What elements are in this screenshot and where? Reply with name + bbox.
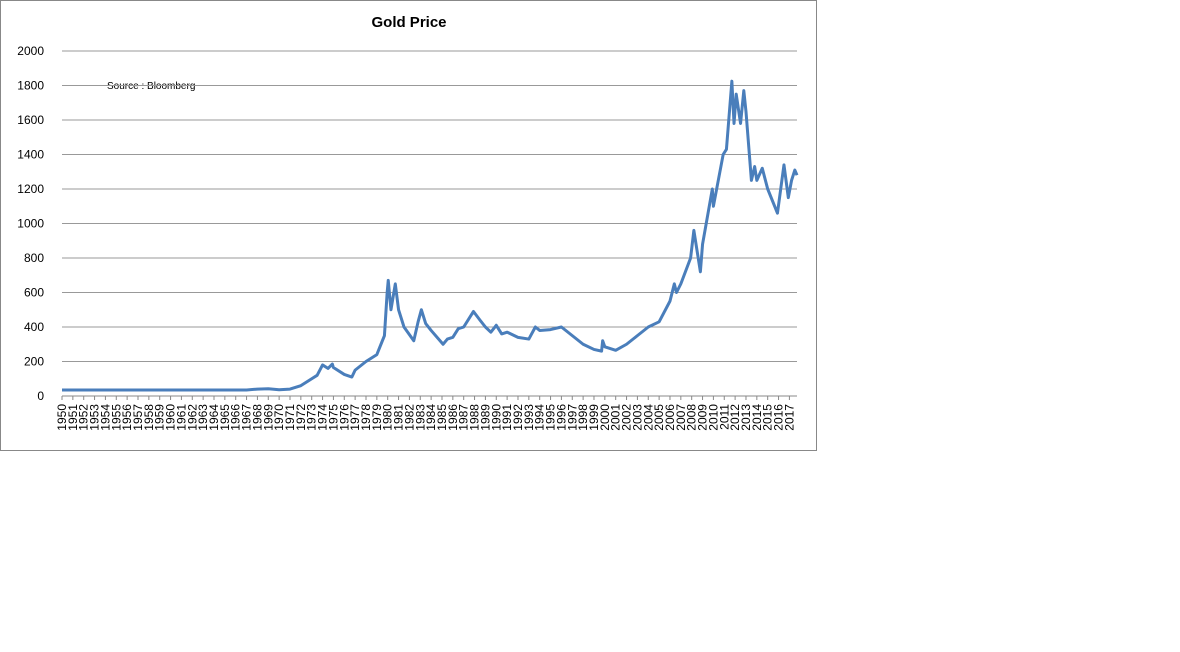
x-tick-label: 2012 xyxy=(728,404,742,431)
y-tick-label: 200 xyxy=(24,355,44,369)
x-tick-label: 1989 xyxy=(478,404,492,431)
x-tick-label: 1976 xyxy=(337,404,351,431)
x-tick-label: 1959 xyxy=(153,404,167,431)
x-tick-label: 2007 xyxy=(674,404,688,431)
x-tick-label: 1965 xyxy=(218,404,232,431)
x-tick-label: 1993 xyxy=(522,404,536,431)
x-tick-label: 1980 xyxy=(381,404,395,431)
y-tick-label: 2000 xyxy=(17,44,44,58)
x-tick-label: 1967 xyxy=(240,404,254,431)
x-tick-label: 1966 xyxy=(229,404,243,431)
x-tick-label: 2003 xyxy=(630,404,644,431)
x-tick-label: 2014 xyxy=(750,404,764,431)
x-tick-label: 1995 xyxy=(544,404,558,431)
x-tick-label: 1974 xyxy=(316,404,330,431)
x-tick-label: 1960 xyxy=(164,404,178,431)
x-tick-label: 1975 xyxy=(326,404,340,431)
y-tick-label: 0 xyxy=(37,389,44,403)
x-tick-label: 2008 xyxy=(685,404,699,431)
x-tick-label: 1985 xyxy=(435,404,449,431)
x-tick-label: 2001 xyxy=(609,404,623,431)
x-tick-label: 1961 xyxy=(174,404,188,431)
annotation: Source : Bloomberg xyxy=(107,81,195,92)
x-tick-label: 1979 xyxy=(370,404,384,431)
x-tick-label: 1971 xyxy=(283,404,297,431)
y-tick-label: 1800 xyxy=(17,79,44,93)
x-tick-label: 1973 xyxy=(305,404,319,431)
x-tick-label: 1955 xyxy=(109,404,123,431)
x-tick-label: 1962 xyxy=(185,404,199,431)
x-tick-label: 1986 xyxy=(446,404,460,431)
x-tick-label: 2000 xyxy=(598,404,612,431)
x-tick-label: 2017 xyxy=(782,404,796,431)
x-tick-label: 1994 xyxy=(533,404,547,431)
price-line xyxy=(62,79,799,392)
x-tick-label: 1984 xyxy=(424,404,438,431)
x-tick-label: 1997 xyxy=(565,404,579,431)
x-tick-label: 1991 xyxy=(500,404,514,431)
x-tick-label: 1992 xyxy=(511,404,525,431)
x-tick-label: 1996 xyxy=(554,404,568,431)
x-tick-label: 1990 xyxy=(489,404,503,431)
x-tick-label: 2016 xyxy=(772,404,786,431)
x-tick-label: 1950 xyxy=(55,404,69,431)
chart-frame xyxy=(0,0,817,451)
x-tick-label: 2006 xyxy=(663,404,677,431)
y-tick-label: 1000 xyxy=(17,217,44,231)
x-tick-label: 1956 xyxy=(120,404,134,431)
x-tick-label: 1978 xyxy=(359,404,373,431)
y-tick-label: 600 xyxy=(24,286,44,300)
x-tick-label: 2013 xyxy=(739,404,753,431)
x-tick-label: 1972 xyxy=(294,404,308,431)
y-tick-label: 1200 xyxy=(17,182,44,196)
x-tick-label: 2011 xyxy=(717,404,731,430)
x-tick-label: 1954 xyxy=(98,404,112,431)
y-tick-label: 1400 xyxy=(17,148,44,162)
x-tick-label: 1982 xyxy=(402,404,416,431)
x-tick-label: 1964 xyxy=(207,404,221,431)
x-tick-label: 1953 xyxy=(88,404,102,431)
x-tick-label: 2009 xyxy=(696,404,710,431)
x-tick-label: 1977 xyxy=(348,404,362,431)
x-tick-label: 2015 xyxy=(761,404,775,431)
x-tick-label: 1952 xyxy=(77,404,91,431)
x-tick-label: 2002 xyxy=(620,404,634,431)
x-tick-label: 2005 xyxy=(652,404,666,431)
x-tick-label: 1988 xyxy=(468,404,482,431)
x-tick-label: 2004 xyxy=(641,404,655,431)
x-tick-label: 1999 xyxy=(587,404,601,431)
x-tick-label: 1969 xyxy=(261,404,275,431)
x-tick-label: 1951 xyxy=(66,404,80,431)
y-tick-label: 800 xyxy=(24,251,44,265)
chart-title: Gold Price xyxy=(371,14,446,31)
y-tick-label: 1600 xyxy=(17,113,44,127)
x-tick-label: 1998 xyxy=(576,404,590,431)
x-tick-label: 1957 xyxy=(131,404,145,431)
x-tick-label: 2010 xyxy=(706,404,720,431)
x-tick-label: 1981 xyxy=(392,404,406,431)
x-tick-label: 1970 xyxy=(272,404,286,431)
x-tick-label: 1958 xyxy=(142,404,156,431)
x-tick-label: 1968 xyxy=(250,404,264,431)
y-tick-label: 400 xyxy=(24,320,44,334)
x-tick-label: 1983 xyxy=(413,404,427,431)
x-tick-label: 1963 xyxy=(196,404,210,431)
x-tick-label: 1987 xyxy=(457,404,471,431)
